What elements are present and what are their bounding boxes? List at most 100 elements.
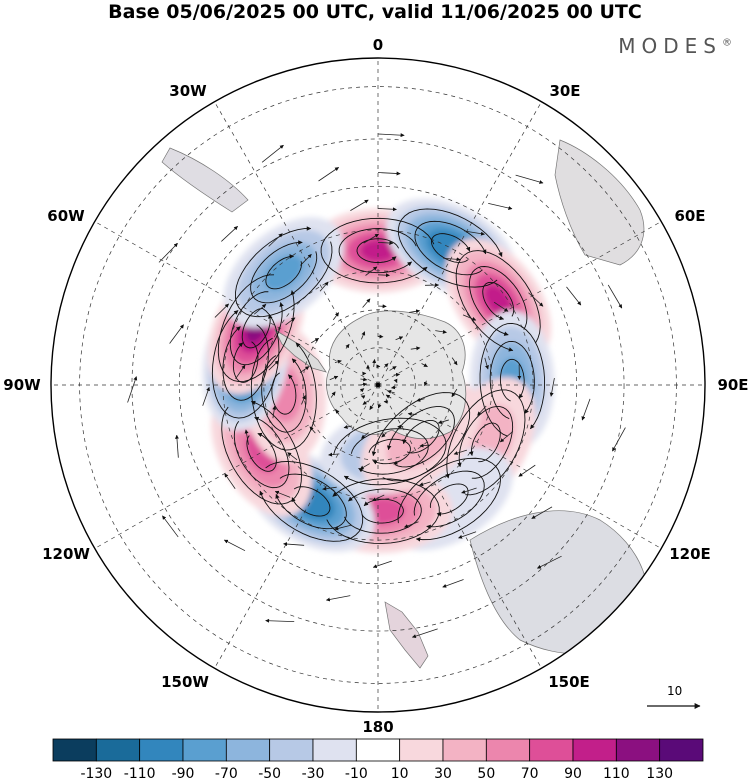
lon-label-30w: 30W (169, 82, 207, 100)
flow-arrow (202, 386, 210, 406)
flow-arrow (283, 542, 305, 547)
flow-arrow (224, 473, 236, 489)
flow-arrow (377, 273, 390, 278)
flow-arrow (359, 382, 368, 387)
streamline (326, 478, 440, 544)
flow-arrow (419, 481, 431, 487)
colorbar-swatch (442, 738, 487, 762)
flow-arrow (458, 531, 477, 539)
meridian-line (377, 101, 542, 386)
streamline (320, 217, 435, 284)
flow-arrow (484, 357, 489, 370)
streamline (275, 473, 347, 530)
flow-arrow (359, 388, 365, 393)
colorbar-tick-label: 30 (434, 766, 452, 782)
streamline (250, 240, 318, 304)
streamline (246, 432, 277, 472)
flow-arrow (359, 463, 370, 470)
flow-arrow (536, 555, 562, 569)
streamline (222, 324, 269, 401)
streamline (429, 483, 469, 517)
colorbar-tick-label: 110 (602, 766, 630, 782)
flow-arrow (301, 395, 306, 405)
flow-arrow (372, 560, 392, 569)
flow-arrow (451, 357, 458, 366)
flow-arrow (435, 329, 447, 334)
flow-arrow (581, 398, 591, 421)
flow-arrow (442, 579, 464, 588)
meridian-line (377, 384, 542, 669)
registered-mark: ® (722, 37, 732, 49)
lon-label-30e: 30E (549, 82, 581, 100)
streamline (233, 416, 290, 489)
colorbar-swatch (182, 738, 227, 762)
flow-arrow (127, 376, 138, 403)
flow-arrow (381, 432, 387, 438)
colorbar-swatch (52, 738, 97, 762)
streamline (343, 488, 422, 534)
flow-arrow (334, 524, 352, 531)
flow-arrow (300, 254, 312, 266)
latitude-circle (178, 185, 578, 585)
flow-arrow (329, 375, 339, 381)
meridian-line (214, 384, 379, 669)
lon-label-0: 0 (372, 36, 384, 54)
lon-label-60w: 60W (47, 207, 85, 225)
flow-arrow (318, 167, 339, 182)
latitude-circle (131, 138, 625, 632)
reference-vector-label: 10 (667, 684, 683, 698)
colorbar-swatch (615, 738, 661, 762)
meridian-line (377, 384, 662, 549)
flow-arrow (274, 490, 291, 498)
flow-arrow (391, 385, 397, 390)
flow-arrow (566, 286, 582, 306)
streamline (397, 457, 501, 542)
flow-arrow (253, 304, 267, 315)
colorbar-swatch (95, 738, 141, 762)
flow-arrow (343, 424, 352, 429)
flow-arrow (362, 400, 369, 405)
flow-arrow (335, 409, 340, 414)
flow-arrow (437, 419, 449, 424)
brand-name: MODES (618, 34, 722, 58)
flow-arrow (345, 343, 350, 349)
streamline (265, 254, 302, 290)
lon-label-150w: 150W (161, 673, 209, 691)
flow-arrow (319, 281, 329, 292)
flow-arrow (332, 312, 340, 321)
flow-arrow (265, 618, 295, 623)
meridian-line (94, 384, 379, 549)
south-america (161, 147, 249, 213)
graticule (51, 58, 705, 712)
lon-label-90w: 90W (3, 376, 41, 394)
anomaly-cell (359, 239, 397, 262)
flow-arrow (261, 144, 284, 163)
flow-arrow (416, 397, 425, 402)
flow-arrow (362, 298, 371, 308)
streamline (217, 274, 295, 382)
flow-arrow (462, 314, 477, 321)
flow-arrow (499, 431, 514, 443)
flow-arrow (361, 432, 369, 439)
streamline (386, 406, 455, 468)
colorbar-tick-label: -10 (344, 766, 368, 782)
flow-arrow (244, 429, 249, 445)
colorbar-swatch (355, 738, 401, 762)
colorbar-tick-label: -70 (214, 766, 238, 782)
flow-arrow (409, 309, 421, 314)
flow-arrow (488, 202, 513, 210)
anomaly-cell (264, 254, 303, 291)
flow-arrow (162, 515, 179, 538)
flow-arrow (453, 449, 467, 455)
flow-arrow (299, 366, 310, 373)
meridian-line (214, 101, 379, 386)
streamline (413, 470, 485, 530)
flow-arrow (377, 403, 382, 409)
south-pole-marker (375, 382, 381, 388)
flow-arrow (174, 434, 179, 458)
colorbar-tick-label: -130 (80, 766, 113, 782)
streamline (402, 419, 440, 454)
flow-arrow (393, 372, 401, 377)
flow-arrow (328, 452, 340, 457)
